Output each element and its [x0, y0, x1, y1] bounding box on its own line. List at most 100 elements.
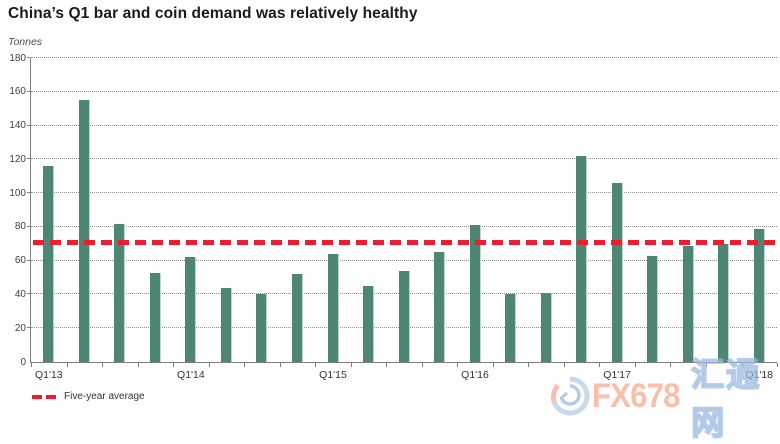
y-axis-tick — [27, 259, 30, 261]
gridline — [31, 192, 777, 194]
x-axis-tick — [137, 363, 139, 367]
x-axis-tick — [563, 363, 565, 367]
bar-Q1'15 — [327, 253, 339, 362]
bar-slot — [280, 58, 316, 362]
x-axis-tick — [421, 363, 423, 367]
bar-Q2'15 — [363, 286, 375, 362]
bar-Q1'13 — [43, 166, 55, 362]
x-axis-label: Q1'15 — [319, 369, 347, 381]
x-axis-tick — [173, 363, 175, 367]
bar-slot — [351, 58, 387, 362]
watermark-brand-text: FX678 — [592, 376, 680, 415]
bar-Q3'16 — [540, 292, 552, 362]
y-axis-label: 0 — [20, 356, 26, 368]
bar-slot — [493, 58, 529, 362]
bar-slot — [244, 58, 280, 362]
x-axis-tick — [528, 363, 530, 367]
y-axis-label: 180 — [9, 52, 26, 64]
gridline — [31, 158, 777, 160]
x-axis-tick — [279, 363, 281, 367]
average-line-swatch-icon — [32, 394, 57, 399]
bar-Q3'13 — [114, 223, 126, 362]
bar-Q4'13 — [149, 272, 161, 362]
x-axis-label: Q1'17 — [603, 369, 631, 381]
y-axis-label: 160 — [9, 86, 26, 98]
bar-slot — [209, 58, 245, 362]
bar-slot — [706, 58, 742, 362]
bar-slot — [315, 58, 351, 362]
bar-slot — [564, 58, 600, 362]
bar-Q3'15 — [398, 270, 410, 362]
x-axis-tick — [244, 363, 246, 367]
bar-slot — [386, 58, 422, 362]
y-axis-label: 140 — [9, 120, 26, 132]
bar-Q2'17 — [647, 255, 659, 362]
bar-Q4'15 — [434, 252, 446, 362]
bar-slot — [67, 58, 103, 362]
x-axis-tick — [66, 363, 68, 367]
fx678-swirl-logo-icon — [550, 376, 590, 416]
bar-slot — [742, 58, 778, 362]
x-axis-tick — [350, 363, 352, 367]
bar-Q4'17 — [718, 243, 730, 362]
bar-Q4'14 — [291, 274, 303, 362]
x-axis-label: Q1'13 — [34, 369, 63, 381]
bar-Q3'14 — [256, 294, 268, 362]
plot-area: Q1'13 Q1'14 Q1'15 Q1'16 Q1'17 Q1'18 — [27, 57, 778, 381]
x-axis-tick — [386, 363, 388, 367]
gridline — [31, 57, 777, 58]
y-axis-tick — [27, 57, 30, 58]
bar-Q1'14 — [185, 257, 197, 362]
bar-Q3'17 — [682, 245, 694, 362]
x-axis-label: Q1'18 — [745, 369, 774, 381]
bar-Q2'16 — [505, 294, 517, 362]
bars-layer — [31, 58, 777, 362]
y-axis-label: 120 — [9, 153, 26, 165]
bar-Q1'18 — [753, 228, 765, 362]
x-axis-tick — [492, 363, 494, 367]
y-axis-tick — [27, 327, 30, 329]
bar-Q2'13 — [78, 100, 90, 362]
chart-page: { "title": "China\u2019s Q1 bar and coin… — [8, 5, 778, 442]
x-axis-tick — [777, 363, 778, 367]
bar-slot — [138, 58, 174, 362]
y-axis-label: 80 — [14, 221, 26, 233]
legend-label: Five-year average — [64, 391, 145, 402]
x-axis-label: Q1'14 — [177, 369, 205, 381]
y-axis-unit-label: Tonnes — [8, 36, 43, 48]
bar-Q1'16 — [469, 225, 481, 362]
five-year-average-line — [33, 239, 775, 245]
chart-title: China’s Q1 bar and coin demand was relat… — [8, 5, 418, 22]
x-axis-tick — [208, 363, 210, 367]
bar-slot — [635, 58, 671, 362]
y-axis-label: 40 — [14, 288, 26, 300]
bar-slot — [31, 58, 67, 362]
y-axis-tick — [27, 90, 30, 92]
x-axis-tick — [31, 363, 32, 367]
bar-Q4'16 — [576, 156, 588, 362]
bar-Q1'17 — [611, 183, 623, 362]
x-axis-tick — [102, 363, 103, 367]
y-axis-tick — [27, 293, 30, 295]
y-axis-label: 20 — [14, 322, 26, 334]
y-axis-label: 60 — [14, 255, 26, 267]
bar-slot — [102, 58, 138, 362]
y-axis-label: 100 — [9, 187, 26, 199]
x-axis-tick — [634, 363, 636, 367]
bar-slot — [457, 58, 493, 362]
x-axis-tick — [315, 363, 317, 367]
x-axis-tick — [706, 363, 707, 367]
y-axis-tick — [27, 124, 30, 126]
bar-slot — [600, 58, 636, 362]
y-axis-tick — [27, 192, 30, 194]
legend: Five-year average — [32, 391, 145, 402]
y-axis-tick — [27, 158, 30, 160]
x-axis-tick — [670, 363, 672, 367]
bar-Q2'14 — [220, 287, 232, 362]
bar-slot — [173, 58, 209, 362]
gridline — [31, 259, 777, 261]
x-axis-tick — [741, 363, 743, 367]
y-axis-tick — [27, 225, 30, 227]
bar-slot — [671, 58, 707, 362]
x-axis-tick — [457, 363, 459, 367]
